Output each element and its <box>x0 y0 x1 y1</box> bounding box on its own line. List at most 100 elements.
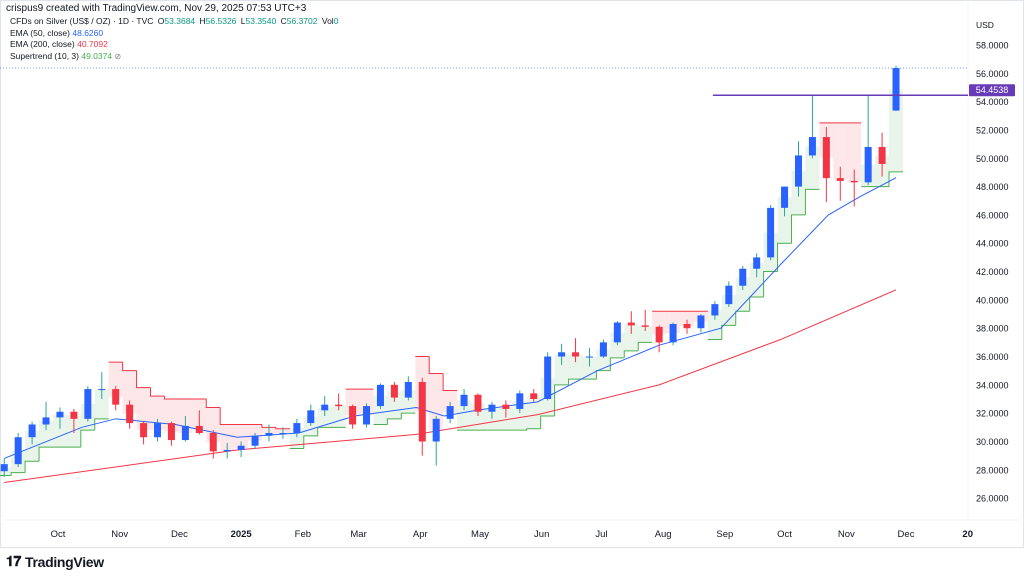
candle-up <box>892 68 900 111</box>
price-tick: 56.0000 <box>976 69 1009 79</box>
link-icon[interactable]: ⊘ <box>114 51 122 61</box>
supertrend-fill-segment <box>680 311 695 327</box>
candle-down <box>530 393 538 399</box>
candle-up <box>265 432 273 436</box>
price-tick: 54.0000 <box>976 97 1009 107</box>
candle-up <box>223 449 231 452</box>
candle-up <box>516 393 524 409</box>
tradingview-logo[interactable]: 𝟏𝟕 TradingView <box>6 553 104 570</box>
candle-down <box>627 322 635 326</box>
time-tick: Nov <box>111 529 128 540</box>
time-tick: Mar <box>350 529 366 540</box>
candle-up <box>293 423 301 433</box>
candle-down <box>822 137 830 179</box>
supertrend-fill-segment <box>847 122 862 182</box>
supertrend-fill-segment <box>122 370 137 414</box>
candle-down <box>683 323 691 329</box>
supertrend-fill-segment <box>498 406 513 431</box>
supertrend-fill-segment <box>429 373 444 431</box>
candle-up <box>767 207 775 258</box>
candle-up <box>739 268 747 286</box>
supertrend-fill-segment <box>94 389 109 419</box>
candle-up <box>251 435 259 446</box>
price-tick: 40.0000 <box>976 295 1009 305</box>
supertrend-fill-segment <box>568 354 583 380</box>
candle-up <box>56 411 64 418</box>
supertrend-up-line <box>373 412 416 425</box>
supertrend-fill-segment <box>150 396 165 431</box>
price-tick: 30.0000 <box>976 437 1009 447</box>
price-tick: 48.0000 <box>976 182 1009 192</box>
high-value: 56.5326 <box>205 16 237 26</box>
symbol-legend[interactable]: CFDs on Silver (US$ / OZ) · 1D · TVC O53… <box>10 16 338 28</box>
supertrend-fill-segment <box>387 391 402 419</box>
candle-up <box>488 404 496 412</box>
ema200-label: EMA (200, close) <box>10 39 75 49</box>
candle-up <box>613 322 621 343</box>
candle-down <box>390 384 398 398</box>
time-tick: Apr <box>413 529 428 540</box>
close-value: 56.3702 <box>286 16 318 26</box>
price-tick: 28.0000 <box>976 465 1009 475</box>
high-label: H <box>199 16 206 26</box>
price-tick: 38.0000 <box>976 324 1009 334</box>
candle-down <box>167 423 175 441</box>
candle-up <box>84 389 92 419</box>
ema50-legend[interactable]: EMA (50, close) 48.6260 <box>10 28 338 40</box>
candle-up <box>321 404 329 411</box>
time-axis: Oct Nov Dec 2025 Feb Mar Apr May Jun Jul Aug Sep Oct… <box>51 529 973 540</box>
price-axis: USD 58.0000 56.0000 54.0000 52.0000 50.0000 48… <box>976 20 1009 504</box>
volume-label: Vol <box>321 16 334 26</box>
currency-label: USD <box>976 20 994 30</box>
time-tick: Dec <box>898 529 915 540</box>
candle-up <box>781 186 789 208</box>
symbol-name: CFDs on Silver (US$ / OZ) · 1D · TVC <box>10 16 154 26</box>
candle-up <box>585 356 593 358</box>
candle-up <box>237 445 245 450</box>
time-tick: Jun <box>534 529 549 540</box>
candle-up <box>0 464 8 472</box>
supertrend-up-line <box>861 171 904 188</box>
candle-up <box>98 389 106 391</box>
ema200-legend[interactable]: EMA (200, close) 40.7092 <box>10 39 338 51</box>
candle-up <box>14 437 22 465</box>
open-value: 53.3684 <box>164 16 196 26</box>
candle-up <box>669 323 677 343</box>
supertrend-fill-segment <box>624 323 639 351</box>
supertrend-label: Supertrend (10, 3) <box>10 50 79 61</box>
candle-down <box>335 404 343 407</box>
candle-down <box>126 404 134 424</box>
price-tick: 36.0000 <box>976 352 1009 362</box>
supertrend-fill-segment <box>638 326 653 343</box>
price-tick: 34.0000 <box>976 380 1009 390</box>
time-tick: 20 <box>962 529 973 540</box>
open-label: O <box>157 16 165 26</box>
candle-down <box>209 432 217 452</box>
supertrend-legend[interactable]: Supertrend (10, 3) 49.0374 ⊘ <box>10 51 338 63</box>
supertrend-fill-segment <box>777 197 792 244</box>
time-tick: Nov <box>838 529 855 540</box>
candle-down <box>850 180 858 183</box>
time-tick: May <box>471 529 489 540</box>
supertrend-fill-segment <box>526 396 541 429</box>
price-tick: 26.0000 <box>976 494 1009 504</box>
time-tick: Oct <box>51 529 66 540</box>
candle-up <box>794 155 802 187</box>
candle-up <box>558 352 566 357</box>
supertrend-fill-segment <box>25 430 40 462</box>
supertrend-fill-segment <box>484 408 499 431</box>
volume-value: 0 <box>333 16 339 26</box>
supertrend-fill-segment <box>220 424 235 451</box>
candle-up <box>864 146 872 183</box>
supertrend-fill-segment <box>833 122 848 180</box>
candle-down <box>112 389 120 405</box>
low-label: L <box>240 16 246 26</box>
supertrend-fill-segment <box>52 414 67 448</box>
candle-down <box>418 382 426 442</box>
candle-down <box>349 406 357 425</box>
supertrend-fill-segment <box>805 146 820 190</box>
time-tick: Oct <box>777 529 792 540</box>
time-tick: Sep <box>716 529 733 540</box>
brand-name: TradingView <box>24 553 104 570</box>
